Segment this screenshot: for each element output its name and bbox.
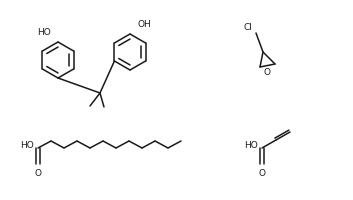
Text: O: O (35, 169, 42, 178)
Text: HO: HO (244, 142, 258, 150)
Text: Cl: Cl (244, 23, 252, 32)
Text: HO: HO (37, 28, 51, 37)
Text: HO: HO (20, 142, 34, 150)
Text: OH: OH (137, 20, 151, 29)
Text: O: O (264, 68, 271, 77)
Text: O: O (258, 169, 265, 178)
